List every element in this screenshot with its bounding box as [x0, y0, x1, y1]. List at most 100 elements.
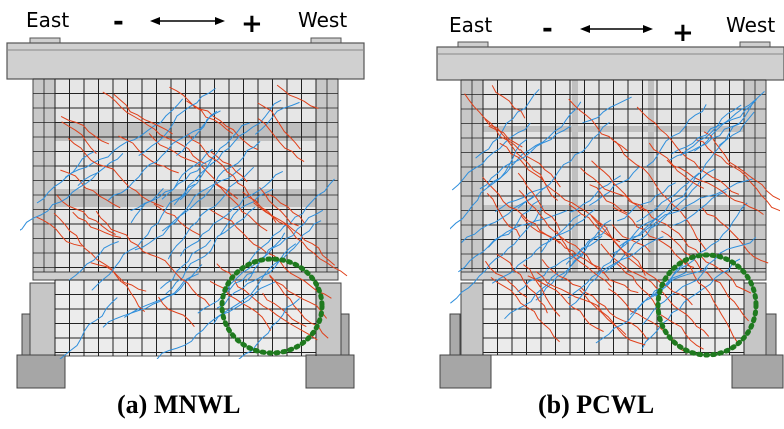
west-label: West	[726, 13, 775, 37]
crack-line	[672, 191, 727, 226]
crack-line	[210, 151, 248, 183]
crack-line	[267, 193, 305, 224]
crack-line	[641, 258, 741, 350]
crack-line	[167, 166, 255, 260]
crack-line	[36, 150, 97, 204]
crack-line	[156, 281, 276, 359]
crack-line	[612, 206, 695, 268]
crack-line	[95, 210, 211, 307]
crack-line	[488, 125, 559, 201]
panel-b: East - + West (b) PCWL	[436, 13, 784, 419]
crack-line	[161, 141, 261, 232]
crack-line	[661, 230, 749, 322]
crack-line	[540, 214, 581, 253]
crack-line	[148, 133, 239, 200]
crack-line	[113, 94, 173, 135]
crack-line	[567, 213, 663, 299]
crack-line	[169, 86, 234, 135]
caption: (b) PCWL	[538, 390, 654, 419]
crack-line	[245, 232, 286, 283]
crack-line	[636, 172, 700, 223]
crack-line	[619, 178, 754, 247]
crack-line	[642, 267, 708, 325]
crack-line	[187, 133, 277, 223]
crack-line	[173, 99, 282, 206]
crack-line	[450, 139, 527, 230]
crack-line	[179, 155, 215, 201]
crack-line	[257, 102, 301, 150]
crack-line	[605, 168, 716, 272]
crack-line	[282, 178, 335, 228]
crack-line	[67, 137, 164, 208]
crack-pattern	[20, 84, 348, 359]
crack-line	[636, 106, 740, 195]
east-label: East	[449, 13, 492, 37]
crack-line	[703, 131, 780, 201]
crack-line	[600, 243, 710, 337]
crack-line	[238, 298, 300, 359]
crack-line	[686, 261, 738, 343]
crack-line	[591, 160, 643, 211]
crack-line	[591, 215, 693, 306]
crack-line	[639, 206, 752, 294]
crack-line	[450, 205, 544, 304]
crack-line	[541, 259, 649, 341]
crack-line	[134, 167, 242, 251]
crack-line	[72, 211, 122, 238]
crack-line	[130, 122, 250, 212]
minus-sign: -	[113, 7, 124, 37]
crack-line	[652, 202, 748, 298]
crack-line	[257, 118, 305, 163]
crack-line	[464, 93, 523, 148]
east-stub	[460, 282, 484, 356]
crack-line	[496, 253, 548, 314]
crack-line	[458, 210, 567, 273]
crack-line	[60, 115, 110, 145]
minus-sign: -	[542, 14, 553, 44]
crack-line	[598, 222, 646, 276]
crack-line	[486, 193, 521, 238]
crack-line	[176, 110, 221, 156]
crack-line	[68, 241, 119, 281]
crack-line	[61, 121, 97, 154]
crack-pattern	[450, 85, 780, 354]
crack-line	[490, 277, 560, 343]
crack-line	[158, 296, 195, 328]
crack-line	[491, 209, 595, 284]
east-label: East	[26, 8, 69, 32]
crack-line	[179, 170, 284, 257]
crack-line	[102, 273, 199, 328]
crack-line	[159, 239, 212, 289]
crack-line	[588, 166, 640, 206]
crack-line	[461, 195, 536, 243]
caption: (a) MNWL	[117, 390, 240, 419]
crack-line	[53, 212, 146, 312]
crack-line	[451, 122, 531, 191]
crack-line	[20, 172, 98, 231]
crack-line	[246, 224, 286, 266]
panel-a: East - + West	[6, 7, 365, 419]
crack-line	[64, 98, 184, 178]
crack-line	[35, 216, 82, 247]
crack-line	[614, 140, 707, 251]
crack-line	[60, 169, 121, 209]
crack-line	[580, 167, 646, 212]
crack-line	[91, 183, 196, 291]
crack-line	[165, 206, 256, 295]
crack-line	[595, 264, 684, 344]
plus-sign: +	[241, 9, 263, 39]
grid-lines	[33, 78, 338, 356]
crack-line	[186, 100, 259, 151]
crack-line	[582, 96, 632, 124]
top-beam	[29, 37, 61, 44]
crack-line	[517, 235, 603, 293]
crack-line	[484, 260, 528, 298]
crack-line	[210, 209, 332, 299]
direction-arrow	[150, 17, 225, 25]
crack-line	[216, 243, 297, 309]
crack-line	[214, 182, 268, 232]
crack-line	[254, 101, 300, 135]
crack-line	[680, 104, 742, 156]
crack-line	[479, 125, 571, 190]
